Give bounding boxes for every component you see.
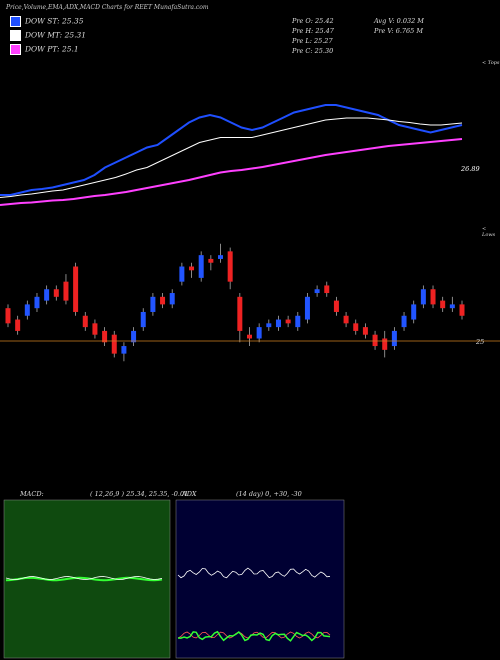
macd-label: MACD:	[20, 490, 44, 498]
price-level-label: 25	[476, 338, 485, 346]
candle-body	[333, 300, 339, 312]
stat-close: Pre C: 25.30	[292, 47, 334, 55]
candle-body	[420, 289, 426, 305]
legend-swatch	[10, 44, 21, 55]
candle-body	[82, 315, 88, 328]
ema-value-label: 26.89	[461, 165, 480, 173]
candle-body	[411, 304, 417, 320]
candle-body	[353, 323, 359, 331]
candle-body	[304, 296, 310, 320]
stat-avg-volume: Avg V: 0.032 M	[374, 17, 424, 25]
candle-body	[121, 346, 127, 354]
candle-body	[15, 319, 21, 331]
legend-item-pt: DOW PT: 25.1	[10, 44, 79, 55]
candle-body	[324, 285, 330, 294]
stat-high: Pre H: 25.47	[292, 27, 334, 35]
candle-body	[24, 304, 30, 316]
adx-label: ADX	[182, 490, 197, 498]
candle-body	[266, 323, 272, 328]
candle-body	[44, 289, 50, 301]
legend-item-mt: DOW MT: 25.31	[10, 30, 86, 41]
candle-body	[102, 330, 108, 343]
candle-body	[440, 300, 446, 309]
legend-swatch	[10, 30, 21, 41]
stat-open: Pre O: 25.42	[292, 17, 334, 25]
candle-body	[5, 308, 11, 324]
candle-body	[459, 304, 465, 316]
candle-body	[92, 323, 98, 335]
candle-body	[314, 289, 320, 294]
ema-line-mt	[0, 117, 463, 198]
candle-body	[218, 255, 224, 259]
stat-prev-volume: Pre V: 6.765 M	[374, 27, 424, 35]
candle-body	[150, 296, 156, 312]
adx-values: (14 day) 0, +30, -30	[236, 490, 302, 498]
ema-line-pt	[0, 138, 463, 206]
macd-values: ( 12,26,9 ) 25.34, 25.35, -0.01	[90, 490, 189, 498]
candle-body	[401, 315, 407, 328]
candle-body	[382, 338, 388, 350]
candle-body	[343, 315, 349, 324]
candle-body	[227, 251, 233, 282]
ema-line-st	[0, 104, 463, 196]
candle-body	[256, 327, 262, 339]
adx-minus-di-line	[177, 631, 331, 639]
candle-body	[372, 334, 378, 347]
candle-body	[198, 255, 204, 278]
candle-body	[73, 266, 79, 312]
candle-body	[246, 334, 252, 339]
candle-body	[430, 289, 436, 305]
candle-body	[449, 304, 455, 309]
tops-label: < Tops	[482, 60, 500, 66]
stat-low: Pre L: 25.27	[292, 37, 333, 45]
page-title: Price,Volume,EMA,ADX,MACD Charts for REE…	[6, 4, 209, 11]
legend-item-st: DOW ST: 25.35	[10, 16, 84, 27]
candle-body	[63, 281, 69, 301]
candle-body	[285, 319, 291, 324]
candle-body	[169, 293, 175, 305]
candle-body	[237, 296, 243, 331]
candle-body	[131, 330, 137, 343]
adx-plus-di-line	[177, 630, 331, 642]
candle-body	[179, 266, 185, 282]
candle-body	[391, 330, 397, 347]
candle-body	[189, 266, 195, 271]
legend-swatch	[10, 16, 21, 27]
macd-signal-line	[5, 576, 163, 582]
candle-body	[208, 258, 214, 263]
macd-line	[5, 576, 163, 580]
candle-body	[111, 334, 117, 354]
lows-label: < Lows	[482, 226, 496, 238]
candle-body	[53, 289, 59, 297]
candle-body	[34, 296, 40, 309]
candle-body	[160, 296, 166, 305]
candle-body	[295, 315, 301, 328]
adx-line	[177, 567, 331, 579]
adx-pane	[175, 499, 345, 659]
candle-body	[275, 319, 281, 328]
candle-body	[140, 311, 146, 328]
candle-body	[362, 327, 368, 335]
